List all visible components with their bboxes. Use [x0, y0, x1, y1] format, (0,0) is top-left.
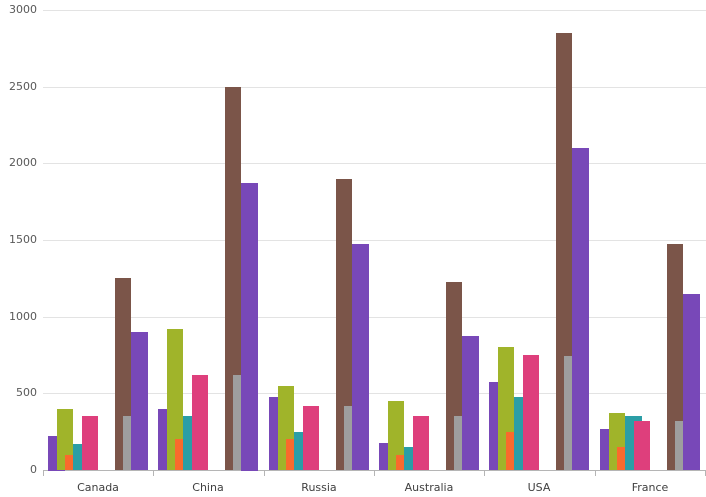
bar-australia-series-8[interactable]	[462, 336, 479, 470]
bar-canada-series-8[interactable]	[131, 332, 148, 470]
bar-australia-series-7[interactable]	[454, 416, 462, 470]
x-tick	[153, 470, 154, 476]
bar-france-series-5[interactable]	[634, 421, 650, 470]
gridline	[43, 163, 706, 164]
bar-canada-series-5[interactable]	[82, 416, 98, 470]
bar-france-series-6[interactable]	[667, 244, 683, 470]
bar-russia-series-7[interactable]	[344, 406, 352, 470]
bar-canada-series-2[interactable]	[57, 409, 73, 470]
bar-canada-series-3[interactable]	[65, 455, 73, 470]
bar-russia-series-8[interactable]	[352, 244, 369, 470]
x-tick	[43, 470, 44, 476]
y-tick-label: 1000	[9, 309, 37, 323]
x-tick	[374, 470, 375, 476]
bar-russia-series-3[interactable]	[286, 439, 294, 470]
y-tick-label: 1500	[9, 233, 37, 246]
x-tick	[484, 470, 485, 476]
bar-usa-series-3[interactable]	[506, 432, 514, 470]
x-tick-label: Australia	[404, 481, 454, 494]
bar-china-series-2[interactable]	[167, 329, 183, 470]
bar-china-series-7[interactable]	[233, 375, 241, 470]
bar-australia-series-3[interactable]	[396, 455, 404, 470]
bar-china-series-8[interactable]	[241, 183, 258, 471]
bar-usa-series-5[interactable]	[523, 355, 539, 470]
bar-russia-series-5[interactable]	[303, 406, 319, 470]
x-tick-label: Russia	[301, 481, 337, 494]
gridline	[43, 317, 706, 318]
x-tick-label: France	[631, 481, 669, 494]
gridline	[43, 393, 706, 394]
bar-france-series-7[interactable]	[675, 421, 683, 470]
bar-china-series-6[interactable]	[225, 87, 241, 470]
bar-france-series-8[interactable]	[683, 294, 700, 470]
y-tick-label: 2500	[9, 79, 37, 93]
bar-usa-series-8[interactable]	[572, 148, 589, 470]
gridline	[43, 87, 706, 88]
y-tick-label: 0	[30, 463, 37, 476]
gridline	[43, 10, 706, 11]
x-tick	[595, 470, 596, 476]
bar-france-series-3[interactable]	[617, 447, 625, 470]
x-tick-label: USA	[527, 481, 551, 494]
bar-china-series-3[interactable]	[175, 439, 183, 470]
y-tick-label: 2000	[9, 156, 37, 170]
bar-australia-series-5[interactable]	[413, 416, 429, 470]
x-tick-label: Canada	[77, 481, 119, 494]
bar-china-series-5[interactable]	[192, 375, 208, 470]
y-tick-label: 3000	[9, 3, 37, 16]
x-tick-label: China	[192, 481, 224, 494]
gridline	[43, 240, 706, 241]
x-tick	[264, 470, 265, 476]
y-tick-label: 500	[16, 386, 37, 400]
bar-canada-series-7[interactable]	[123, 416, 131, 470]
bar-usa-series-7[interactable]	[564, 356, 572, 470]
bar-australia-series-2[interactable]	[388, 401, 404, 470]
bar-russia-series-6[interactable]	[336, 179, 352, 470]
